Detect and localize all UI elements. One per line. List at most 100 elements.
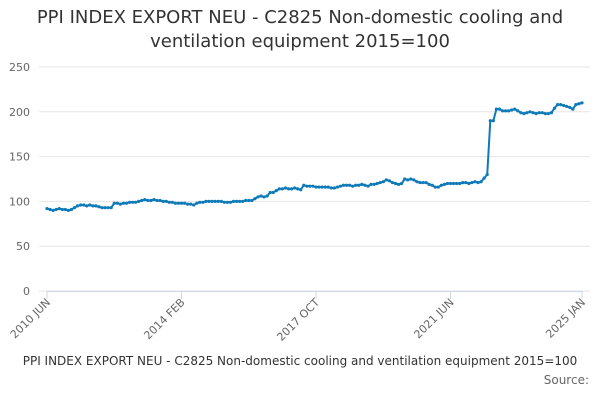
point <box>265 194 269 198</box>
x-tick-label: 2025 JAN <box>543 296 588 341</box>
point <box>357 183 361 187</box>
point <box>381 180 385 184</box>
point <box>436 185 440 189</box>
point <box>280 187 284 191</box>
point <box>332 186 336 190</box>
point <box>253 197 257 201</box>
source: Source: <box>544 373 589 387</box>
point <box>60 207 64 212</box>
point <box>345 183 349 187</box>
point <box>164 199 168 203</box>
point <box>219 199 223 203</box>
point <box>91 204 95 208</box>
point <box>286 187 291 191</box>
point <box>262 195 266 199</box>
point <box>522 111 526 116</box>
y-tick-label: 150 <box>9 151 30 164</box>
point <box>335 185 340 189</box>
point <box>476 180 480 185</box>
point <box>375 181 379 186</box>
point <box>467 181 471 186</box>
point <box>69 207 74 212</box>
point <box>204 199 208 203</box>
point <box>427 182 431 186</box>
point <box>299 188 303 192</box>
point <box>418 180 422 185</box>
point <box>213 199 217 203</box>
point <box>314 185 318 189</box>
point <box>271 190 275 195</box>
point <box>568 105 572 109</box>
point <box>277 187 281 191</box>
x-tick-label: 2014 FEB <box>141 296 187 342</box>
point <box>109 206 113 210</box>
point <box>500 109 505 113</box>
point <box>189 202 193 206</box>
point <box>207 199 211 203</box>
point <box>403 177 407 181</box>
point <box>103 206 107 210</box>
point <box>115 201 119 205</box>
point <box>549 111 554 115</box>
point <box>79 203 83 207</box>
point <box>351 184 355 188</box>
point <box>430 183 434 187</box>
point <box>274 189 278 193</box>
point <box>559 103 563 107</box>
point <box>231 199 236 203</box>
point <box>170 200 174 204</box>
point <box>473 180 477 184</box>
point <box>143 198 147 202</box>
point <box>537 111 541 115</box>
point <box>186 202 190 206</box>
point <box>118 202 122 206</box>
point <box>146 198 150 203</box>
point <box>580 101 584 105</box>
point <box>320 185 324 189</box>
point <box>424 180 428 185</box>
point <box>244 198 248 203</box>
point <box>540 111 544 115</box>
point <box>268 190 272 195</box>
point <box>439 183 443 187</box>
point <box>305 184 309 188</box>
point <box>238 199 242 203</box>
point <box>497 107 502 111</box>
point <box>173 201 177 205</box>
point <box>66 208 70 212</box>
point <box>525 111 529 115</box>
point <box>124 201 129 205</box>
point <box>442 182 447 186</box>
point <box>360 182 364 186</box>
point <box>63 207 67 212</box>
point <box>531 111 535 115</box>
point <box>366 184 370 188</box>
point <box>112 201 116 205</box>
point <box>412 178 416 182</box>
y-tick-label: 0 <box>23 285 30 298</box>
point <box>372 182 376 186</box>
point <box>48 207 52 212</box>
point <box>100 206 104 210</box>
point <box>234 199 239 203</box>
point <box>552 106 557 110</box>
point <box>470 180 474 185</box>
point <box>555 103 560 107</box>
point <box>216 199 220 203</box>
point <box>326 185 330 189</box>
point <box>406 178 410 182</box>
point <box>179 201 184 205</box>
point <box>461 180 465 185</box>
point <box>519 111 523 115</box>
point <box>134 200 138 204</box>
point <box>54 207 58 212</box>
point <box>329 186 333 190</box>
point <box>311 184 315 188</box>
point <box>513 107 517 111</box>
point <box>106 206 110 210</box>
point <box>577 102 581 106</box>
footer-title: PPI INDEX EXPORT NEU - C2825 Non-domesti… <box>23 354 578 368</box>
point <box>507 109 511 113</box>
point <box>565 104 569 109</box>
point <box>85 204 89 208</box>
